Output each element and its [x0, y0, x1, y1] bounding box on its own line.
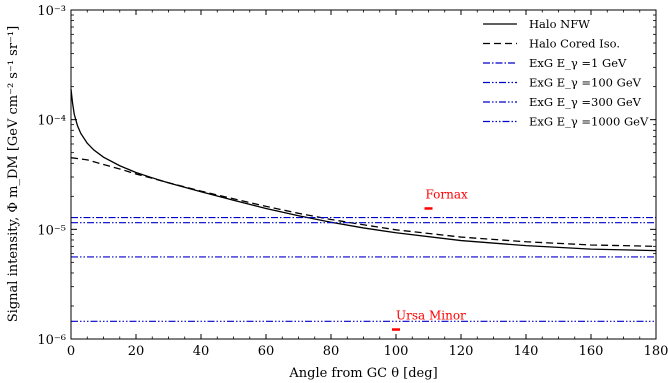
annotation-label: Fornax	[426, 187, 469, 201]
legend-label: Halo NFW	[529, 17, 590, 31]
y-tick-label: 10⁻⁴	[37, 114, 66, 129]
y-axis-label: Signal intensity, Φ m_DM [GeV cm⁻² s⁻¹ s…	[6, 26, 21, 322]
y-tick-label: 10⁻³	[37, 4, 66, 19]
x-tick-label: 80	[323, 344, 340, 359]
x-tick-label: 180	[644, 344, 668, 359]
legend-label: ExG E_γ =1000 GeV	[529, 115, 649, 129]
x-tick-label: 100	[384, 344, 409, 359]
y-tick-label: 10⁻⁵	[37, 223, 66, 238]
x-tick-label: 60	[258, 344, 275, 359]
plot-frame	[70, 9, 657, 340]
series-lines	[70, 89, 657, 322]
annotation-label: Ursa Minor	[396, 309, 466, 323]
x-tick-label: 0	[67, 344, 75, 359]
legend-label: ExG E_γ =100 GeV	[529, 76, 642, 90]
x-tick-label: 120	[449, 344, 474, 359]
x-axis-label: Angle from GC θ [deg]	[288, 366, 437, 381]
x-tick-label: 140	[514, 344, 539, 359]
annotations: Fornax Ursa Minor	[392, 187, 469, 331]
legend-label: ExG E_γ =300 GeV	[529, 95, 642, 109]
legend-label: ExG E_γ =1 GeV	[529, 56, 627, 70]
x-tick-label: 20	[128, 344, 145, 359]
legend-label: Halo Cored Iso.	[529, 37, 620, 51]
legend: Halo NFW Halo Cored Iso. ExG E_γ =1 GeV ExG…	[483, 17, 649, 129]
x-tick-label: 40	[193, 344, 210, 359]
series-line-1	[70, 157, 657, 247]
series-line-0	[70, 89, 657, 252]
x-tick-label: 160	[579, 344, 604, 359]
y-tick-label: 10⁻⁶	[37, 333, 66, 348]
axis-ticks: 0 20 40 60 80 100 120 140 160 180 10⁻⁶ 10⁻⁵ 10⁻⁴ 10⁻³	[37, 4, 668, 359]
